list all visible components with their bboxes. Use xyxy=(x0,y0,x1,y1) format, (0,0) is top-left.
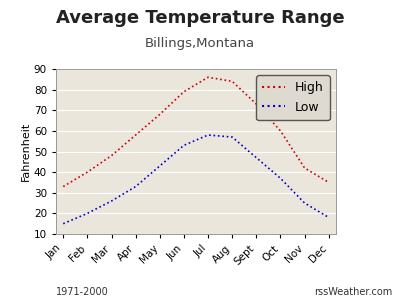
Text: rssWeather.com: rssWeather.com xyxy=(314,287,392,297)
Y-axis label: Fahrenheit: Fahrenheit xyxy=(21,122,31,181)
Text: Billings,Montana: Billings,Montana xyxy=(145,38,255,50)
Text: Average Temperature Range: Average Temperature Range xyxy=(56,9,344,27)
Legend: High, Low: High, Low xyxy=(256,75,330,120)
Text: 1971-2000: 1971-2000 xyxy=(56,287,109,297)
